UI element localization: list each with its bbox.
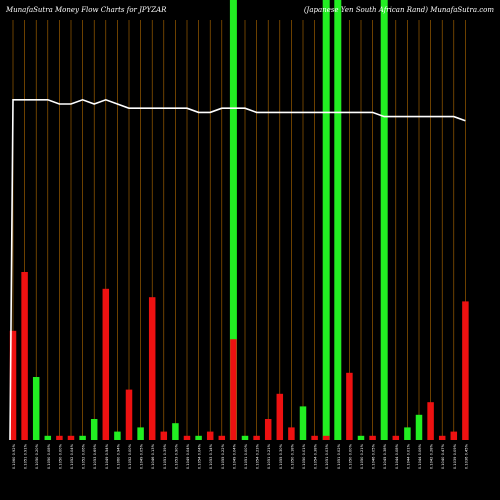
price-line bbox=[9, 98, 466, 441]
highlight-columns bbox=[229, 0, 388, 440]
x-tick-label: 0.1051 0.03% bbox=[325, 443, 329, 469]
x-tick-label: 0.1042 0.28% bbox=[430, 443, 434, 469]
x-tick-label: 0.1055 0.30% bbox=[279, 443, 283, 469]
x-tick-label: 0.1060 0.92% bbox=[12, 443, 16, 469]
bar bbox=[206, 431, 214, 440]
bar bbox=[241, 435, 249, 440]
bar bbox=[44, 435, 52, 440]
x-tick-label: 0.1050 0.20% bbox=[35, 443, 39, 469]
highlight-column bbox=[380, 0, 388, 440]
vertical-gridlines bbox=[12, 20, 466, 440]
bar bbox=[172, 423, 179, 440]
x-tick-label: 0.1051 0.00% bbox=[244, 443, 248, 469]
bar bbox=[392, 435, 400, 440]
x-tick-label: 0.1055 0.22% bbox=[221, 443, 225, 469]
x-tick-label: 0.1050 0.01% bbox=[302, 443, 306, 469]
bar bbox=[137, 427, 144, 440]
x-tick-label: 0.1051 0.02% bbox=[337, 443, 341, 469]
bar bbox=[346, 372, 353, 440]
bar bbox=[160, 431, 168, 440]
bar bbox=[56, 435, 63, 440]
bar bbox=[218, 435, 226, 440]
bar bbox=[195, 435, 202, 440]
bar bbox=[334, 435, 342, 440]
bar bbox=[427, 402, 434, 440]
highlight-column bbox=[334, 0, 342, 440]
bar bbox=[125, 389, 133, 440]
highlight-column bbox=[322, 0, 330, 440]
x-tick-label: 0.1054 0.38% bbox=[314, 443, 318, 469]
bar bbox=[32, 377, 40, 440]
highlight-column bbox=[229, 0, 237, 440]
x-tick-label: 0.1051 0.39% bbox=[163, 443, 167, 469]
x-tick-label: 0.1054 0.23% bbox=[256, 443, 260, 469]
x-tick-label: 0.1053 0.69% bbox=[93, 443, 97, 469]
bar bbox=[404, 427, 411, 440]
x-tick-label: 0.1039 0.09% bbox=[453, 443, 457, 469]
bar bbox=[357, 435, 365, 440]
x-tick-label: 0.1049 0.04% bbox=[232, 443, 236, 469]
chart-source: (Japanese Yen South African Rand) Munafa… bbox=[303, 6, 494, 14]
x-tick-label: 0.1044 0.01% bbox=[406, 443, 410, 469]
bar bbox=[21, 272, 28, 440]
price-line-path bbox=[9, 98, 466, 441]
bar bbox=[102, 288, 110, 440]
bar bbox=[148, 297, 156, 440]
bar bbox=[114, 431, 121, 440]
x-tick-label: 0.1051 0.91% bbox=[24, 443, 28, 469]
x-tick-label: 0.1054 0.04% bbox=[198, 443, 202, 469]
bar bbox=[264, 419, 272, 440]
bar bbox=[9, 330, 17, 440]
x-tick-label: 0.1049 0.05% bbox=[140, 443, 144, 469]
x-tick-label: 0.1053 0.14% bbox=[209, 443, 213, 469]
bar bbox=[276, 393, 284, 440]
x-tick-label: 0.1049 0.04% bbox=[186, 443, 190, 469]
bar-series bbox=[9, 272, 469, 440]
x-tick-label: 0.1050 0.00% bbox=[348, 443, 352, 469]
bar bbox=[183, 435, 191, 440]
x-tick-label: 0.1060 0.94% bbox=[116, 443, 120, 469]
bar bbox=[380, 410, 388, 440]
bar bbox=[299, 406, 307, 440]
x-tick-labels: 0.1060 0.92% 0.1051 0.91% 0.1050 0.20% 0.10… bbox=[12, 443, 468, 469]
x-tick-label: 0.1050 0.08% bbox=[47, 443, 51, 469]
bar bbox=[322, 435, 330, 440]
x-tick-label: 0.1050 0.21% bbox=[360, 443, 364, 469]
chart-title: MunafaSutra Money Flow Charts for JPYZAR bbox=[6, 6, 167, 14]
bar bbox=[67, 435, 75, 440]
x-tick-label: 0.1052 0.04% bbox=[70, 443, 74, 469]
bar bbox=[288, 427, 295, 440]
x-tick-label: 0.1046 0.13% bbox=[151, 443, 155, 469]
x-tick-label: 0.1045 0.38% bbox=[383, 443, 387, 469]
x-tick-label: 0.1036 0.45% bbox=[464, 443, 468, 469]
bar bbox=[369, 435, 376, 440]
x-tick-label: 0.1053 0.90% bbox=[174, 443, 178, 469]
bar bbox=[79, 435, 86, 440]
bar bbox=[253, 435, 260, 440]
bar bbox=[462, 301, 469, 440]
x-tick-label: 0.1051 0.21% bbox=[267, 443, 271, 469]
x-tick-label: 0.1044 0.08% bbox=[395, 443, 399, 469]
bar bbox=[90, 419, 98, 440]
bar bbox=[230, 339, 237, 440]
x-tick-label: 0.1050 0.00% bbox=[58, 443, 62, 469]
x-tick-label: 0.1046 0.05% bbox=[372, 443, 376, 469]
x-tick-label: 0.1049 0.54% bbox=[105, 443, 109, 469]
bar bbox=[438, 435, 446, 440]
x-tick-label: 0.1040 0.47% bbox=[441, 443, 445, 469]
bar bbox=[450, 431, 458, 440]
x-tick-label: 0.1044 0.06% bbox=[418, 443, 422, 469]
x-tick-label: 0.1052 0.06% bbox=[82, 443, 86, 469]
bar bbox=[311, 435, 318, 440]
x-tick-label: 0.1050 0.18% bbox=[290, 443, 294, 469]
bar bbox=[415, 414, 423, 440]
x-tick-label: 0.1052 0.00% bbox=[128, 443, 132, 469]
